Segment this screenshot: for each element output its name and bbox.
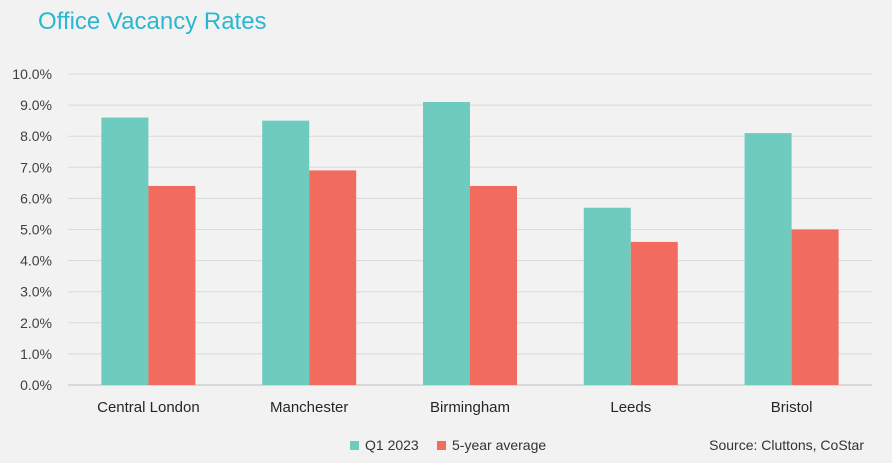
y-tick-label: 5.0%: [20, 222, 52, 238]
x-tick-label: Leeds: [610, 399, 651, 416]
legend-swatch-q1-2023: [350, 440, 359, 450]
bar-q1-2023: [101, 117, 149, 385]
y-tick-label: 4.0%: [20, 253, 52, 269]
bar-q1-2023: [583, 207, 631, 385]
bar-5-year-average: [791, 229, 839, 385]
y-tick-label: 7.0%: [20, 159, 52, 175]
bar-q1-2023: [423, 101, 470, 386]
y-tick-label: 2.0%: [20, 315, 52, 331]
legend-swatch-5-year-average: [437, 440, 446, 450]
y-tick-label: 6.0%: [20, 190, 52, 206]
bar-q1-2023: [262, 120, 310, 386]
bar-5-year-average: [470, 185, 517, 385]
chart-title: Office Vacancy Rates: [38, 8, 267, 35]
x-tick-label: Bristol: [771, 399, 813, 416]
x-tick-label: Central London: [97, 399, 200, 416]
y-tick-label: 10.0%: [12, 66, 52, 82]
legend-item-q1-2023: Q1 2023: [350, 437, 419, 453]
bar-5-year-average: [309, 170, 357, 385]
bar-q1-2023: [744, 133, 792, 385]
y-tick-label: 9.0%: [20, 97, 52, 113]
x-tick-label: Manchester: [270, 399, 348, 416]
source-note: Source: Cluttons, CoStar: [709, 437, 864, 453]
legend-label-5-year-average: 5-year average: [452, 437, 547, 453]
legend-item-5-year-average: 5-year average: [437, 437, 546, 453]
y-tick-label: 8.0%: [20, 128, 52, 144]
y-tick-label: 1.0%: [20, 346, 52, 362]
x-tick-label: Birmingham: [430, 399, 510, 416]
y-tick-label: 3.0%: [20, 284, 52, 300]
bar-5-year-average: [630, 241, 678, 385]
bar-5-year-average: [148, 185, 196, 385]
legend-label-q1-2023: Q1 2023: [365, 437, 419, 453]
y-tick-label: 0.0%: [20, 377, 52, 393]
